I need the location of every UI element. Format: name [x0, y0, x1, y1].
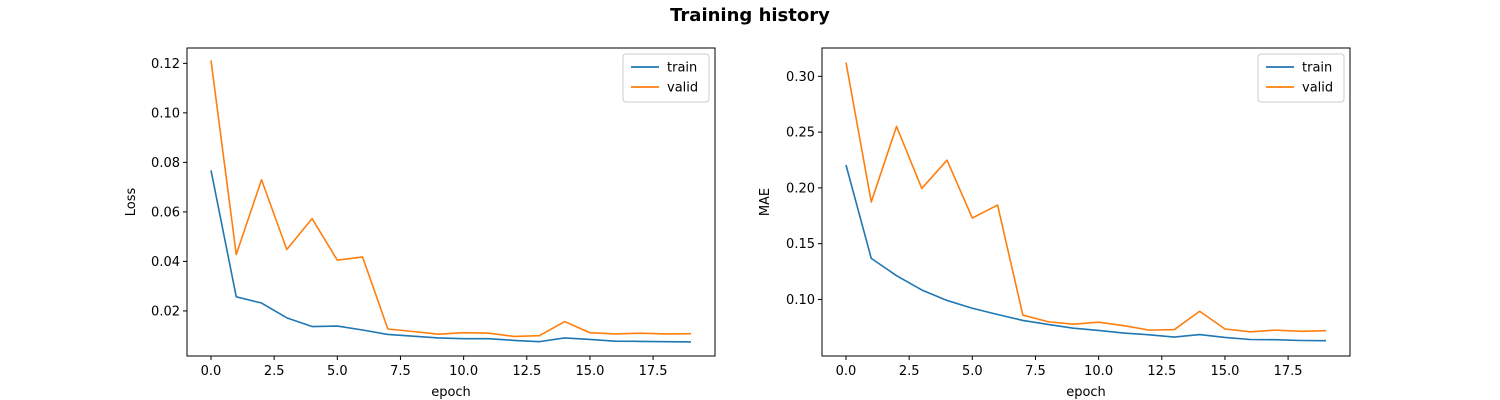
y-tick-label: 0.25	[786, 126, 815, 141]
y-tick-label: 0.20	[786, 181, 815, 196]
series-line-valid	[210, 60, 692, 338]
x-tick-label: 2.5	[264, 364, 285, 379]
x-tick-label: 17.5	[639, 364, 668, 379]
y-tick-label: 0.10	[786, 293, 815, 308]
legend-box	[1257, 53, 1345, 103]
y-axis-label: MAE	[758, 188, 773, 216]
x-tick-label: 12.5	[1147, 364, 1176, 379]
x-tick-label: 12.5	[512, 364, 541, 379]
series-line-valid	[845, 62, 1327, 333]
legend-label-train: train	[1302, 61, 1332, 76]
x-tick-label: 5.0	[962, 364, 983, 379]
y-tick-label: 0.08	[151, 156, 180, 171]
legend: train valid	[1257, 53, 1345, 103]
y-tick-label: 0.02	[151, 304, 180, 319]
x-tick-label: 5.0	[327, 364, 348, 379]
series-line-train	[210, 170, 692, 343]
y-tick-label: 0.15	[786, 237, 815, 252]
legend-label-train: train	[667, 61, 697, 76]
x-tick-label: 15.0	[1210, 364, 1239, 379]
y-tick-label: 0.06	[151, 205, 180, 220]
y-tick-label: 0.12	[151, 57, 180, 72]
legend: train valid	[622, 53, 710, 103]
x-tick-label: 7.5	[390, 364, 411, 379]
x-tick-label: 0.0	[836, 364, 857, 379]
series-line-train	[845, 164, 1327, 342]
figure-title: Training history	[670, 5, 830, 26]
mae-chart: 0.0 2.5 5.0 7.5 10.0 12.5 15.0 17.5 0.10 0.15 0.20…	[758, 47, 1351, 400]
x-tick-label: 17.5	[1274, 364, 1303, 379]
y-tick-label: 0.30	[786, 70, 815, 85]
legend-label-valid: valid	[667, 81, 698, 96]
plot-frame	[821, 47, 1351, 357]
x-tick-label: 2.5	[899, 364, 920, 379]
x-tick-label: 10.0	[449, 364, 478, 379]
x-axis-label: epoch	[1066, 385, 1106, 400]
plot-frame	[186, 47, 716, 357]
legend-box	[622, 53, 710, 103]
x-tick-label: 7.5	[1025, 364, 1046, 379]
x-tick-label: 15.0	[575, 364, 604, 379]
y-tick-label: 0.10	[151, 106, 180, 121]
x-axis-label: epoch	[431, 385, 471, 400]
loss-chart: 0.0 2.5 5.0 7.5 10.0 12.5 15.0 17.5 0.02 0.04 0.06…	[124, 47, 716, 400]
x-tick-label: 0.0	[201, 364, 222, 379]
legend-label-valid: valid	[1302, 81, 1333, 96]
y-tick-label: 0.04	[151, 255, 180, 270]
y-axis-label: Loss	[124, 188, 139, 217]
x-tick-label: 10.0	[1084, 364, 1113, 379]
